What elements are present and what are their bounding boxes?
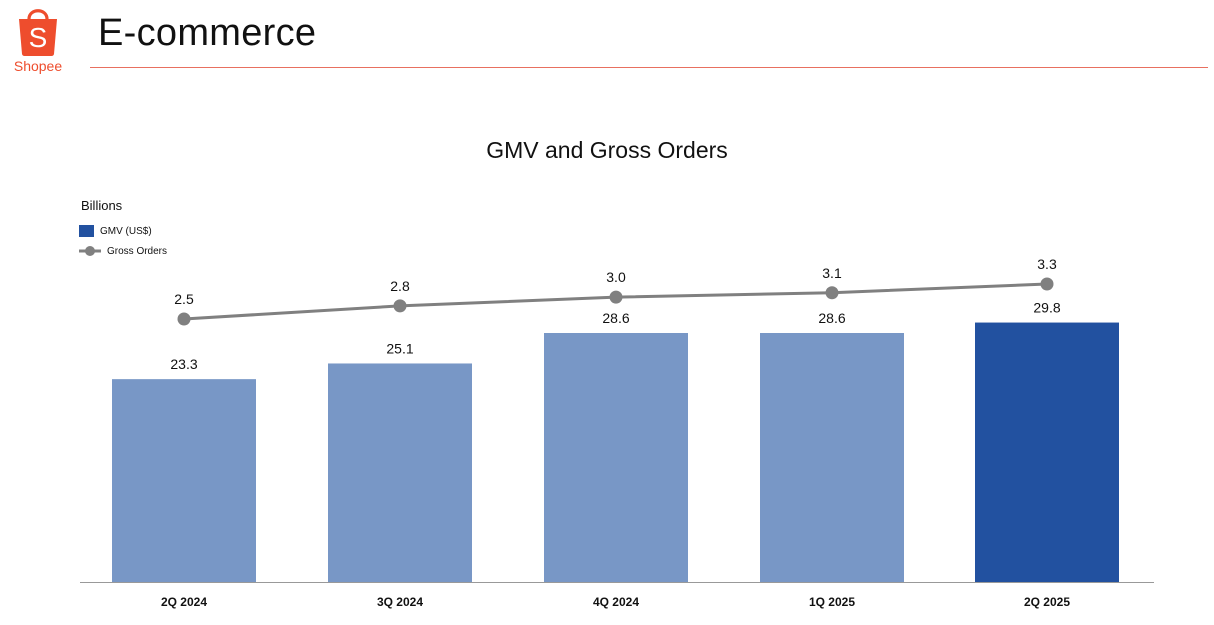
- bar-gmv-1: [328, 363, 472, 582]
- legend-swatch-line: [79, 246, 101, 256]
- bar-gmv-3: [760, 333, 904, 582]
- gross-orders-point-0: [177, 312, 191, 326]
- x-tick-label-4: 2Q 2025: [1024, 595, 1070, 609]
- gross-orders-point-1: [393, 299, 407, 313]
- gross-orders-point-3: [825, 286, 839, 300]
- gross-orders-label-3: 3.1: [822, 265, 842, 281]
- gross-orders-label-1: 2.8: [390, 278, 410, 294]
- page-title: E-commerce: [98, 12, 317, 54]
- gross-orders-label-2: 3.0: [606, 269, 626, 285]
- x-tick-label-3: 1Q 2025: [809, 595, 855, 609]
- chart-legend: GMV (US$) Gross Orders: [79, 221, 167, 261]
- shopee-logo: S Shopee: [10, 5, 66, 75]
- shopping-bag-icon: S: [19, 9, 57, 56]
- bar-value-label-2: 28.6: [602, 310, 629, 326]
- legend-label-gross-orders: Gross Orders: [107, 245, 168, 257]
- bar-gmv-2: [544, 333, 688, 582]
- legend-label-gmv: GMV (US$): [100, 225, 152, 237]
- gross-orders-label-4: 3.3: [1037, 256, 1057, 272]
- title-divider: [90, 67, 1208, 68]
- x-tick-label-0: 2Q 2024: [161, 595, 207, 609]
- gross-orders-point-2: [609, 290, 623, 304]
- bar-value-label-1: 25.1: [386, 340, 413, 356]
- unit-label: Billions: [81, 198, 123, 213]
- bar-value-label-4: 29.8: [1033, 300, 1060, 316]
- x-tick-label-2: 4Q 2024: [593, 595, 639, 609]
- gross-orders-point-4: [1040, 277, 1054, 291]
- bar-value-label-0: 23.3: [170, 356, 197, 372]
- x-tick-label-1: 3Q 2024: [377, 595, 423, 609]
- legend-swatch-bar: [79, 225, 94, 237]
- bar-gmv-4: [975, 322, 1119, 582]
- chart-title: GMV and Gross Orders: [486, 137, 728, 163]
- legend-item-gmv: GMV (US$): [79, 221, 167, 241]
- logo-letter: S: [29, 22, 48, 53]
- legend-item-gross-orders: Gross Orders: [79, 241, 167, 261]
- bar-value-label-3: 28.6: [818, 310, 845, 326]
- logo-text: Shopee: [13, 58, 63, 74]
- gross-orders-label-0: 2.5: [174, 291, 194, 307]
- bar-gmv-0: [112, 379, 256, 582]
